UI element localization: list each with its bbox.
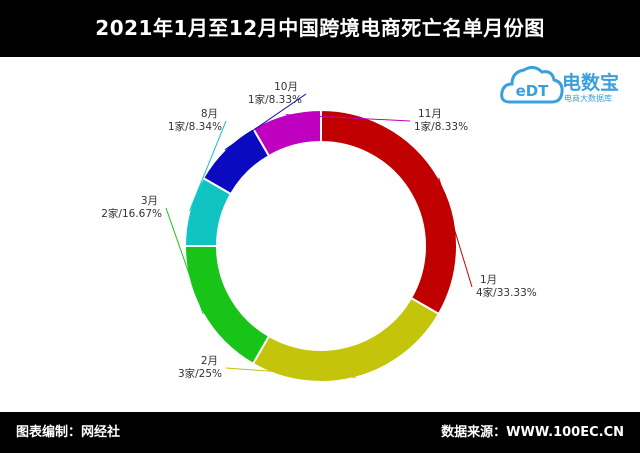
leader-line-10 [224, 93, 307, 151]
leader-line-1 [438, 177, 473, 288]
logo-mark-text: eDT [516, 82, 550, 100]
logo-brand-name: 电数宝 [562, 72, 620, 94]
leader-line-2 [225, 367, 357, 378]
leader-line-3 [165, 207, 204, 315]
slice-value-label: 1家/8.33% [414, 120, 468, 133]
donut-slice-3 [183, 245, 271, 366]
footer-source: 数据来源：WWW.100EC.CN [441, 425, 624, 440]
slice-category-label: 8月 [201, 108, 218, 120]
slice-category-label: 10月 [274, 81, 298, 93]
cloud-logo-icon: eDT [500, 65, 564, 104]
footer-credit: 图表编制：网经社 [16, 425, 121, 440]
chart-footer: 图表编制：网经社 数据来源：WWW.100EC.CN [0, 412, 640, 453]
slice-value-label: 3家/25% [178, 367, 222, 380]
chart-header: 2021年1月至12月中国跨境电商死亡名单月份图 [0, 0, 640, 57]
slice-value-label: 1家/8.33% [248, 93, 302, 106]
donut-slice-11 [251, 108, 322, 158]
donut-slice-1 [320, 108, 458, 316]
leader-line-8 [189, 120, 227, 211]
brand-logo: eDT 电数宝 电商大数据库 [500, 62, 632, 108]
slice-value-label: 2家/16.67% [101, 207, 162, 220]
slice-category-label: 2月 [201, 355, 218, 367]
slice-category-label: 3月 [141, 195, 158, 207]
logo-subtitle: 电商大数据库 [564, 94, 612, 103]
slice-value-label: 1家/8.34% [168, 120, 222, 133]
slice-value-label: 4家/33.33% [476, 286, 537, 299]
leader-line-11 [285, 114, 411, 122]
slice-category-label: 11月 [418, 108, 442, 120]
chart-title: 2021年1月至12月中国跨境电商死亡名单月份图 [95, 16, 545, 40]
donut-slice-2 [251, 296, 441, 383]
slice-category-label: 1月 [480, 274, 497, 286]
